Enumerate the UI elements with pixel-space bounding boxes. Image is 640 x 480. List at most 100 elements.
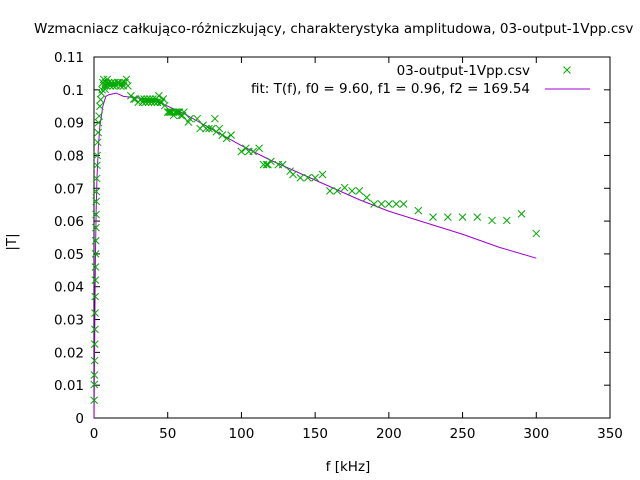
data-point xyxy=(326,187,334,195)
data-point xyxy=(267,157,275,166)
data-point xyxy=(122,75,131,84)
data-point xyxy=(215,124,224,133)
data-point xyxy=(340,183,349,192)
y-tick-label: 0.07 xyxy=(54,181,84,197)
y-tick-label: 0 xyxy=(75,411,84,427)
data-point xyxy=(318,170,327,179)
data-point xyxy=(355,187,364,195)
data-point xyxy=(94,128,102,137)
data-point xyxy=(517,210,526,218)
data-point xyxy=(208,124,216,133)
data-point xyxy=(205,124,213,133)
data-point xyxy=(95,112,104,120)
ticks: 0 50 100 150 200 250 300 350 0 0.01 0.02 0.03 0.04 0.… xyxy=(54,50,623,442)
data-point xyxy=(155,91,163,100)
y-tick-label: 0.06 xyxy=(54,214,84,230)
data-point xyxy=(237,147,246,156)
data-point xyxy=(124,82,132,90)
y-tick-label: 0.08 xyxy=(54,148,84,164)
data-point xyxy=(172,108,181,116)
data-point xyxy=(129,95,138,103)
data-point xyxy=(429,213,437,222)
data-point xyxy=(348,187,356,195)
y-tick-label: 0.02 xyxy=(54,345,84,361)
data-point xyxy=(532,229,541,238)
legend: 03-output-1Vpp.csv fit: T(f), f0 = 9.60,… xyxy=(251,63,590,97)
data-point xyxy=(91,309,99,317)
data-point xyxy=(399,200,408,208)
data-point xyxy=(458,213,467,222)
data-point xyxy=(222,134,231,143)
data-point xyxy=(362,193,371,202)
data-point xyxy=(159,95,168,103)
x-tick-label: 150 xyxy=(302,426,328,442)
x-tick-label: 300 xyxy=(523,426,549,442)
y-axis-label: |T| xyxy=(4,233,20,250)
data-point xyxy=(227,131,235,139)
y-tick-label: 0.05 xyxy=(54,247,84,263)
data-point xyxy=(93,138,102,147)
data-point xyxy=(392,200,401,208)
data-point xyxy=(218,131,227,139)
data-point xyxy=(303,173,312,182)
data-point xyxy=(90,340,99,349)
data-point xyxy=(90,371,99,379)
axes xyxy=(93,56,611,419)
data-point xyxy=(92,210,100,219)
legend-label-fit: fit: T(f), f0 = 9.60, f1 = 0.96, f2 = 16… xyxy=(251,81,530,97)
data-point xyxy=(311,173,319,182)
data-point xyxy=(255,144,263,153)
fit-curve-series xyxy=(93,92,537,419)
data-point xyxy=(94,118,103,127)
data-point xyxy=(90,380,99,389)
data-point xyxy=(92,187,101,196)
data-point xyxy=(249,147,258,156)
x-tick-label: 50 xyxy=(159,426,176,442)
x-axis-label: f [kHz] xyxy=(326,459,371,475)
y-tick-label: 0.01 xyxy=(54,378,84,394)
data-point xyxy=(91,263,100,271)
y-tick-label: 0.09 xyxy=(54,116,84,132)
data-point xyxy=(96,102,104,111)
measured-points-series xyxy=(90,75,541,405)
data-point xyxy=(160,101,169,110)
data-point xyxy=(99,75,108,84)
legend-label-points: 03-output-1Vpp.csv xyxy=(397,63,530,79)
x-tick-label: 350 xyxy=(597,426,623,442)
data-point xyxy=(96,95,105,104)
y-tick-label: 0.04 xyxy=(54,280,84,296)
data-point xyxy=(93,161,101,170)
legend-x-marker xyxy=(563,66,571,74)
plot-border xyxy=(93,56,611,419)
x-tick-label: 100 xyxy=(229,426,255,442)
data-point xyxy=(296,173,305,182)
fit-curve xyxy=(93,92,537,419)
data-point xyxy=(165,108,174,116)
data-point xyxy=(414,206,423,215)
y-tick-label: 0.11 xyxy=(54,50,84,66)
data-point xyxy=(92,223,100,232)
data-point xyxy=(443,213,452,222)
data-point xyxy=(91,236,100,245)
data-point xyxy=(202,124,210,133)
data-point xyxy=(91,292,100,301)
data-point xyxy=(502,216,511,225)
data-point xyxy=(278,160,287,169)
data-point xyxy=(473,213,482,222)
data-point xyxy=(92,174,101,183)
x-tick-label: 0 xyxy=(90,426,99,442)
data-point xyxy=(90,356,99,365)
data-point xyxy=(180,108,188,116)
data-point xyxy=(193,114,202,123)
data-point xyxy=(90,396,99,405)
data-point xyxy=(91,325,99,334)
data-point xyxy=(385,200,393,208)
y-tick-label: 0.1 xyxy=(63,83,84,99)
data-point xyxy=(262,160,271,169)
data-point xyxy=(93,151,102,160)
data-point xyxy=(91,276,100,285)
data-point xyxy=(289,170,297,179)
x-tick-label: 250 xyxy=(450,426,476,442)
data-point xyxy=(488,216,496,225)
